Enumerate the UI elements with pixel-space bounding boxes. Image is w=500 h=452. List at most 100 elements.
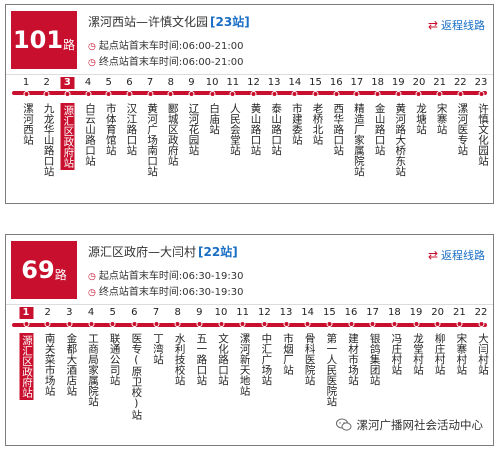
stop-item[interactable]: 21 宋寨站 — [429, 77, 450, 135]
stop-item[interactable]: 7 丁湾站 — [146, 307, 167, 365]
stop-item[interactable]: 8 水利技校站 — [167, 307, 188, 386]
stop-name: 金山路口站 — [373, 103, 386, 156]
first-bus-time: ◷ 起点站首末车时间:06:00-21:00 — [88, 37, 243, 52]
stop-index: 1 — [22, 77, 30, 88]
stop-item[interactable]: 19 黄河路大桥东站 — [388, 77, 409, 177]
stop-name: 中汇广场站 — [260, 333, 273, 386]
stop-item[interactable]: 9 辽河花园站 — [181, 77, 202, 156]
stop-item[interactable]: 20 柳庄村站 — [427, 307, 448, 375]
route-line — [12, 323, 487, 327]
stop-dot-icon — [167, 91, 174, 97]
stop-item[interactable]: 9 五一路口站 — [189, 307, 210, 386]
stop-dot-icon — [436, 91, 443, 97]
stop-item[interactable]: 16 建材市场站 — [341, 307, 362, 386]
stop-item[interactable]: 3 金都大酒店站 — [59, 307, 80, 396]
stop-name: 精造厂家属院站 — [352, 103, 365, 177]
stop-item[interactable]: 11 漯河新天地站 — [232, 307, 253, 396]
stop-name: 黄山路口站 — [249, 103, 262, 156]
stop-dot-icon — [229, 91, 236, 97]
route-header: 69 路 源汇区政府—大闫村 [22站] ◷ 起点站首末车时间:06:30-19:3… — [6, 235, 493, 305]
stop-dot-icon — [43, 91, 50, 97]
stop-item[interactable]: 7 黄河广场南口站 — [140, 77, 161, 177]
stop-name: 医专(原卫校)站 — [130, 333, 143, 420]
stop-item[interactable]: 5 联通公司站 — [102, 307, 123, 386]
stop-item[interactable]: 14 市建委站 — [284, 77, 305, 145]
swap-arrows-icon: ⇄ — [427, 248, 438, 262]
stop-item[interactable]: 3 源汇区政府站 — [57, 77, 78, 170]
stop-name: 黄河广场南口站 — [146, 103, 159, 177]
stop-index: 5 — [109, 307, 116, 318]
stop-index: 3 — [60, 77, 75, 89]
stop-name: 龙堂村站 — [412, 333, 424, 375]
last-bus-time: ◷ 终点站首末车时间:06:30-19:30 — [88, 283, 243, 298]
stop-dot-icon — [415, 91, 422, 97]
swap-arrows-icon: ⇄ — [427, 18, 438, 32]
stop-item[interactable]: 13 市烟厂站 — [276, 307, 297, 375]
stop-item[interactable]: 4 工商局家属院站 — [81, 307, 102, 407]
stop-item[interactable]: 22 大闫村站 — [471, 307, 492, 375]
stop-item[interactable]: 6 医专(原卫校)站 — [124, 307, 145, 420]
route-header: 101 路 漯河西站—许慎文化园 [23站] ◷ 起点站首末车时间:06:00-21… — [6, 5, 493, 75]
stop-item[interactable]: 10 文化路口站 — [211, 307, 232, 386]
stop-item[interactable]: 6 汉江路口站 — [119, 77, 140, 156]
stop-item[interactable]: 20 龙塘站 — [408, 77, 429, 135]
stop-item[interactable]: 22 漯河医专站 — [450, 77, 471, 156]
stop-item[interactable]: 12 中汇广场站 — [254, 307, 275, 386]
stop-item[interactable]: 15 老桥北站 — [305, 77, 326, 145]
reverse-route-link[interactable]: ⇄ 返程线路 — [428, 17, 485, 33]
route-title: 漯河西站—许慎文化园 — [88, 15, 209, 29]
stop-name: 市体育馆站 — [104, 103, 117, 156]
stop-name: 水利技校站 — [173, 333, 186, 386]
stop-index: 10 — [214, 307, 228, 318]
first-bus-time: ◷ 起点站首末车时间:06:30-19:30 — [88, 267, 243, 282]
stop-item[interactable]: 16 西华路口站 — [326, 77, 347, 156]
stop-name: 南关菜市场站 — [43, 333, 56, 396]
stop-item[interactable]: 2 南关菜市场站 — [37, 307, 58, 396]
stop-item[interactable]: 17 精造厂家属院站 — [346, 77, 367, 177]
stop-item[interactable]: 13 泰山路口站 — [264, 77, 285, 156]
stop-item[interactable]: 10 白庙站 — [202, 77, 223, 135]
stop-item[interactable]: 21 宋寨村站 — [449, 307, 470, 375]
stop-item[interactable]: 11 人民会堂站 — [222, 77, 243, 156]
stop-dot-icon — [188, 91, 195, 97]
stop-index: 2 — [44, 307, 51, 318]
stop-dot-icon — [85, 91, 92, 97]
stop-index: 14 — [288, 77, 302, 88]
stop-dot-icon — [434, 321, 441, 327]
stop-item[interactable]: 8 郾城区政府站 — [160, 77, 181, 166]
stop-item[interactable]: 1 源汇区政府站 — [16, 307, 37, 400]
stop-name: 郾城区政府站 — [166, 103, 179, 166]
stop-index: 21 — [452, 307, 466, 318]
stop-index: 13 — [279, 307, 293, 318]
stop-index: 12 — [247, 77, 260, 88]
reverse-route-label: 返程线路 — [441, 249, 485, 262]
stop-item[interactable]: 18 冯庄村站 — [384, 307, 405, 375]
stop-item[interactable]: 19 龙堂村站 — [406, 307, 427, 375]
stop-item[interactable]: 4 白云山路口站 — [78, 77, 99, 166]
stop-item[interactable]: 18 金山路口站 — [367, 77, 388, 156]
route-name: 漯河西站—许慎文化园 [23站] — [88, 13, 250, 30]
stop-name: 宋寨村站 — [455, 333, 468, 375]
stop-index: 11 — [236, 307, 250, 318]
stop-index: 16 — [344, 307, 358, 318]
stop-item[interactable]: 14 骨科医院站 — [297, 307, 318, 386]
stop-item[interactable]: 12 黄山路口站 — [243, 77, 264, 156]
clock-icon: ◷ — [88, 288, 96, 298]
stop-dot-icon — [369, 321, 376, 327]
stop-index: 5 — [105, 77, 112, 88]
stop-item[interactable]: 15 第一人民医院站 — [319, 307, 340, 407]
stop-index: 17 — [366, 307, 380, 318]
stop-name: 柳庄村站 — [433, 333, 446, 375]
stop-name: 辽河花园站 — [187, 103, 200, 156]
stop-item[interactable]: 23 许慎文化园站 — [471, 77, 492, 166]
stop-item[interactable]: 1 漯河西站 — [16, 77, 37, 145]
stop-index: 18 — [371, 77, 384, 88]
stop-index: 13 — [267, 77, 281, 88]
stop-item[interactable]: 5 市体育馆站 — [98, 77, 119, 156]
stop-item[interactable]: 17 银鸽集团站 — [362, 307, 383, 386]
stop-dot-icon — [218, 321, 224, 327]
reverse-route-link[interactable]: ⇄ 返程线路 — [428, 247, 485, 263]
wechat-icon — [335, 418, 351, 431]
route-panel-101: 101 路 漯河西站—许慎文化园 [23站] ◷ 起点站首末车时间:06:00-21… — [5, 4, 494, 204]
stop-item[interactable]: 2 九龙华山路口站 — [36, 77, 57, 177]
